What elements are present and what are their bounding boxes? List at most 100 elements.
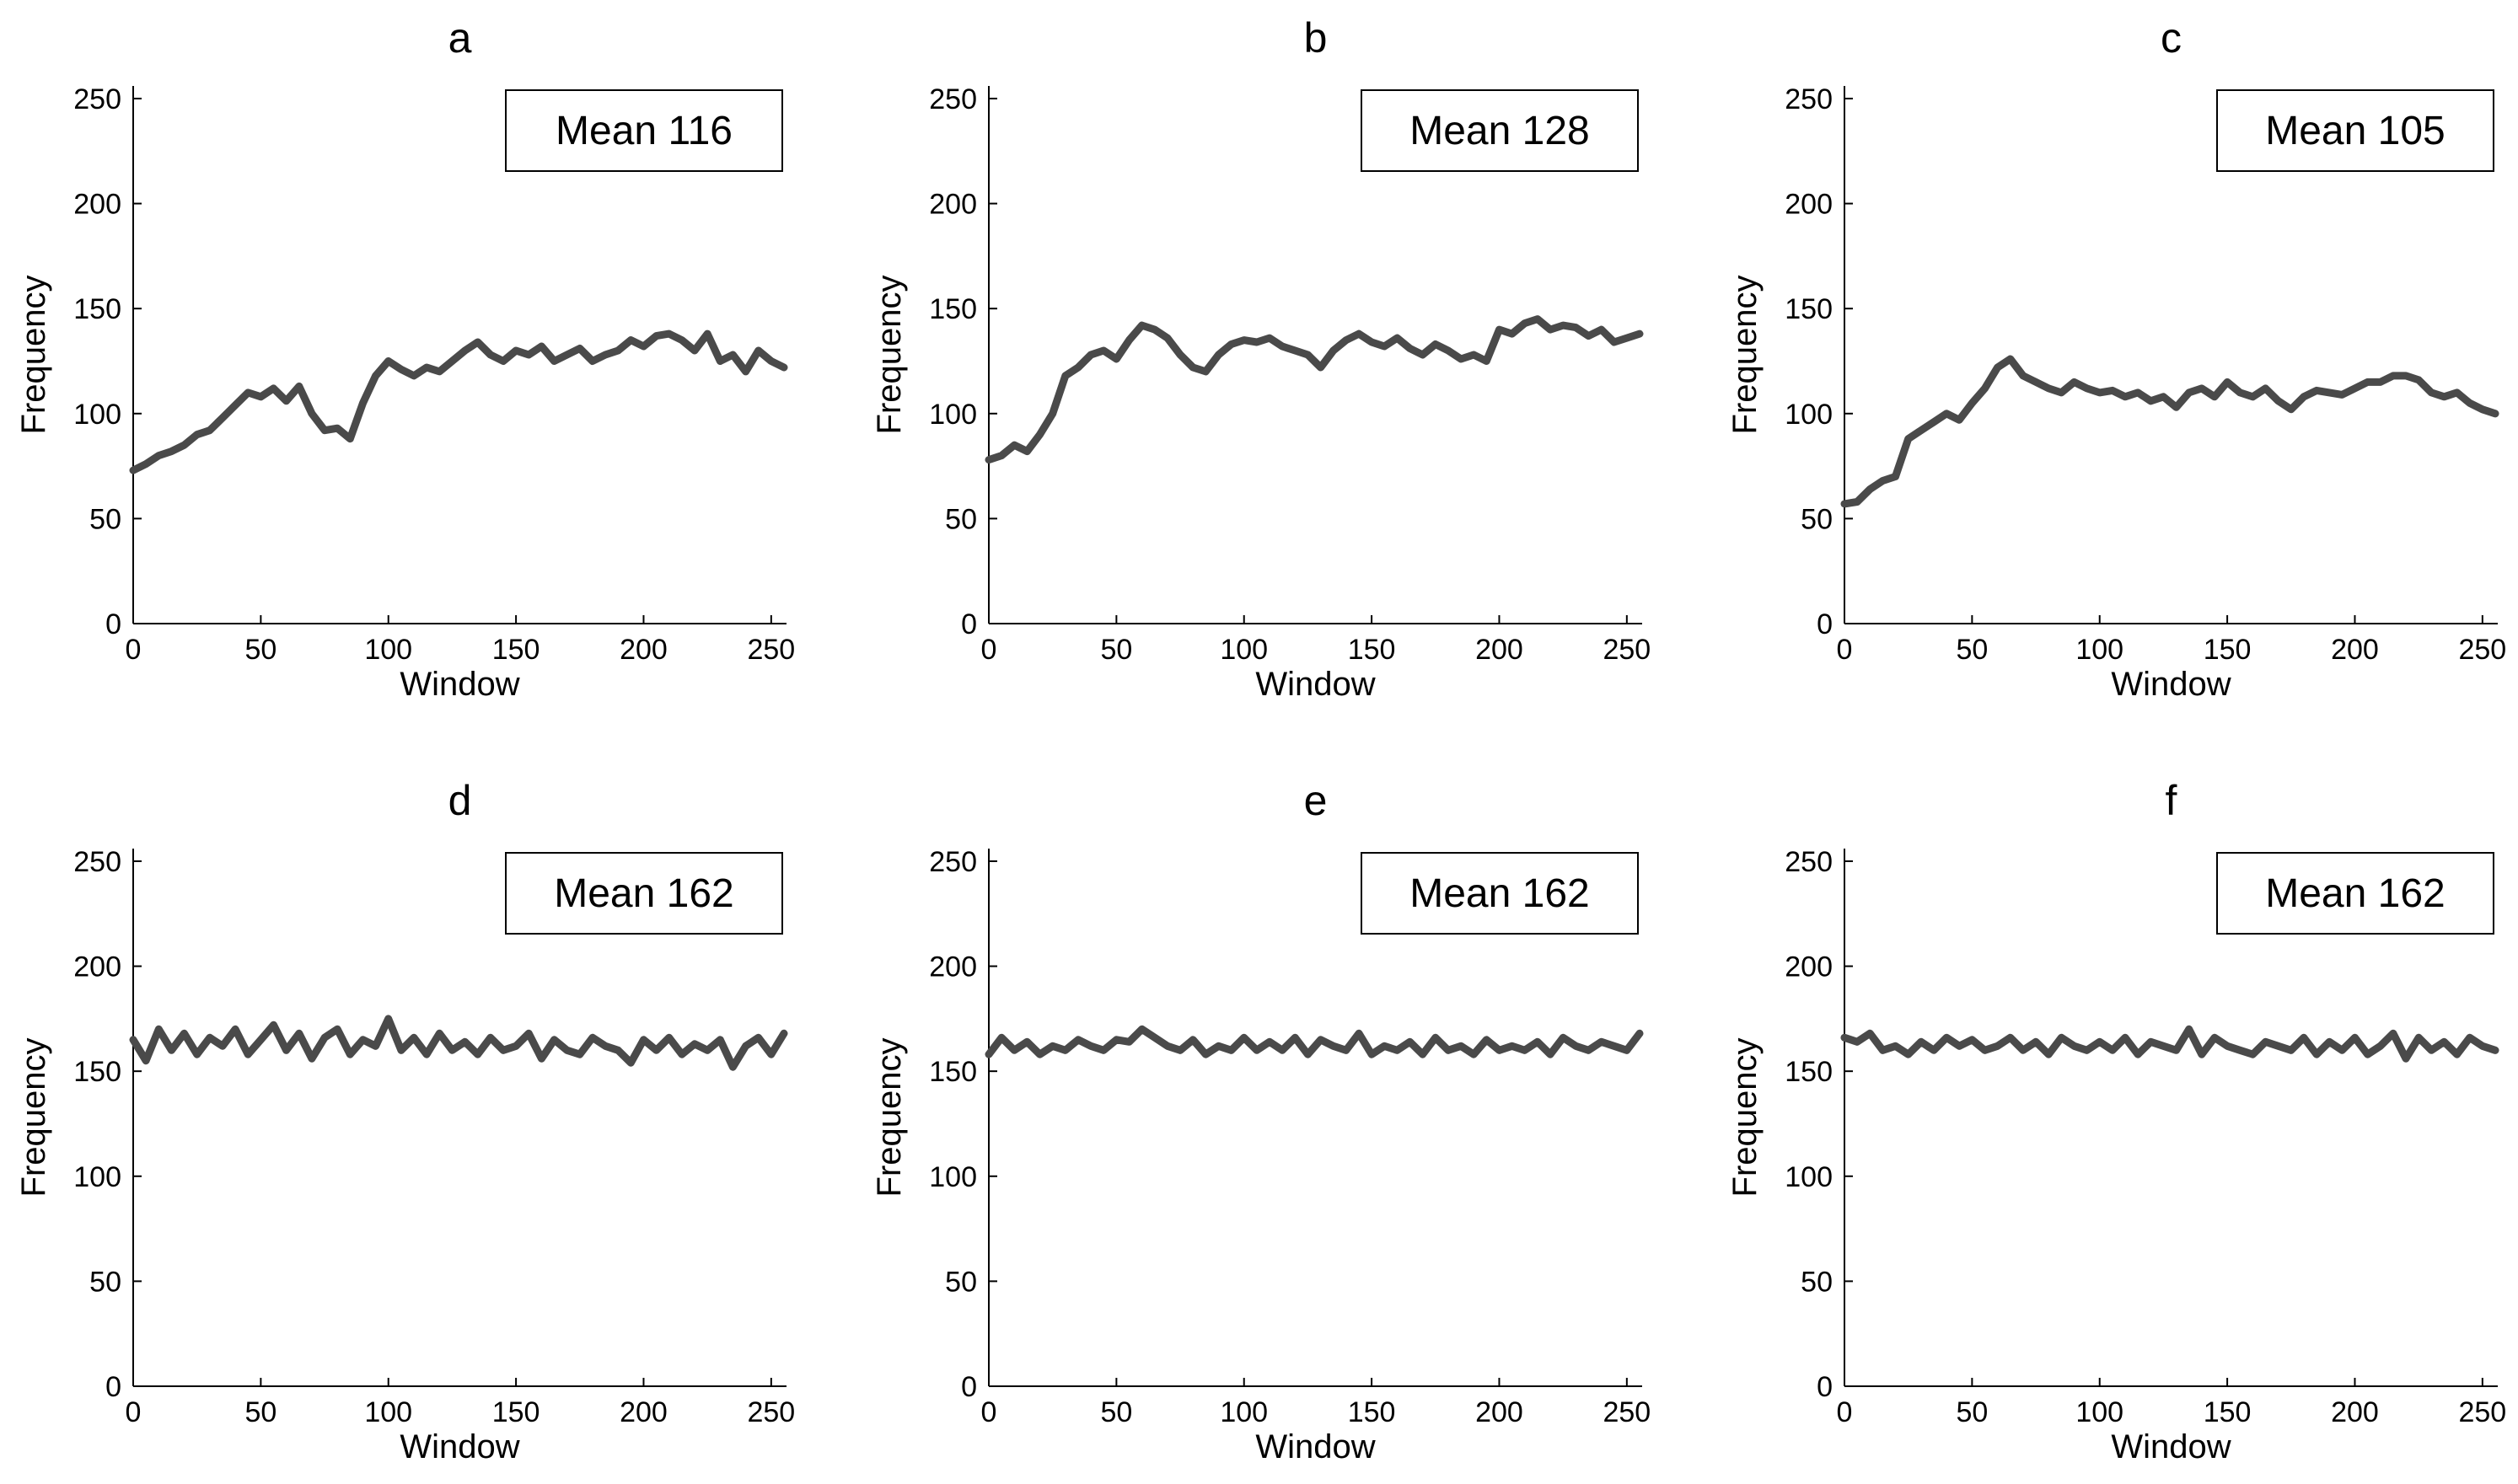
x-tick-label: 250 [747, 634, 795, 666]
x-tick-label: 50 [244, 634, 276, 666]
mean-legend-box [1361, 852, 1639, 935]
y-tick-label: 200 [929, 189, 977, 221]
y-axis-label: Frequency [871, 276, 908, 435]
x-tick-label: 0 [1837, 634, 1853, 666]
y-axis-label: Frequency [15, 1038, 52, 1197]
x-tick-label: 200 [2331, 1396, 2379, 1428]
x-tick-label: 0 [1837, 1396, 1853, 1428]
y-tick-label: 0 [1817, 608, 1833, 640]
chart-title: f [2166, 777, 2177, 824]
chart-title: b [1304, 14, 1328, 62]
y-tick-label: 100 [1785, 399, 1833, 431]
series-line [1840, 355, 2499, 508]
y-tick-label: 0 [961, 1371, 977, 1403]
chart-panel-d: d 0 50 100 150 200 250 0 50 100 150 200 250 Window Fre… [15, 777, 795, 1465]
y-tick-label: 250 [1785, 83, 1833, 115]
mean-legend-box [1361, 89, 1639, 172]
x-tick-label: 200 [1475, 1396, 1523, 1428]
x-tick-label: 250 [1603, 634, 1651, 666]
y-tick-label: 200 [929, 951, 977, 983]
y-tick-label: 150 [73, 293, 121, 325]
mean-legend-label: Mean 105 [2265, 109, 2446, 153]
y-tick-label: 250 [929, 83, 977, 115]
x-tick-label: 50 [1100, 634, 1132, 666]
y-tick-label: 50 [945, 1266, 977, 1298]
x-tick-label: 150 [2204, 634, 2252, 666]
x-tick-label: 150 [2204, 1396, 2252, 1428]
y-tick-label: 50 [89, 503, 121, 535]
x-tick-label: 200 [2331, 634, 2379, 666]
x-tick-label: 150 [1348, 634, 1396, 666]
mean-legend-box [505, 89, 783, 172]
chart-panel-b: b 0 50 100 150 200 250 0 50 100 150 200 250 Window Fre… [871, 14, 1651, 703]
y-tick-label: 200 [73, 951, 121, 983]
x-tick-label: 50 [244, 1396, 276, 1428]
chart-panel-e: e 0 50 100 150 200 250 0 50 100 150 200 250 Window Fre… [871, 777, 1651, 1465]
y-axis-label: Frequency [1726, 276, 1764, 435]
x-tick-label: 0 [126, 634, 142, 666]
y-tick-label: 50 [1801, 1266, 1833, 1298]
mean-legend-label: Mean 116 [556, 109, 733, 153]
x-tick-label: 150 [492, 1396, 540, 1428]
x-tick-label: 100 [364, 634, 412, 666]
x-tick-label: 100 [1220, 1396, 1268, 1428]
y-axis-label: Frequency [1726, 1038, 1764, 1197]
y-tick-label: 50 [1801, 503, 1833, 535]
x-tick-label: 200 [620, 634, 668, 666]
y-tick-label: 150 [1785, 293, 1833, 325]
y-tick-label: 200 [1785, 189, 1833, 221]
y-tick-label: 100 [929, 1161, 977, 1193]
chart-panel-c: c 0 50 100 150 200 250 0 50 100 150 200 250 Window Fre… [1726, 14, 2506, 703]
series-line [985, 315, 1644, 464]
mean-legend-box [2216, 89, 2494, 172]
y-tick-label: 0 [961, 608, 977, 640]
mean-legend-box [505, 852, 783, 935]
x-axis-label: Window [1255, 1428, 1375, 1465]
x-axis-label: Window [2111, 1428, 2231, 1465]
mean-legend-label: Mean 162 [554, 871, 734, 916]
x-axis-label: Window [400, 1428, 519, 1465]
x-tick-label: 50 [1956, 634, 1988, 666]
series-line [129, 329, 788, 474]
x-tick-label: 250 [2458, 634, 2506, 666]
y-tick-label: 150 [929, 293, 977, 325]
x-axis-label: Window [2111, 666, 2231, 703]
x-tick-label: 250 [747, 1396, 795, 1428]
mean-legend-box [2216, 852, 2494, 935]
x-tick-label: 150 [1348, 1396, 1396, 1428]
y-tick-label: 200 [1785, 951, 1833, 983]
x-tick-label: 100 [2075, 1396, 2123, 1428]
x-tick-label: 250 [2458, 1396, 2506, 1428]
y-tick-label: 200 [73, 189, 121, 221]
y-tick-label: 100 [929, 399, 977, 431]
chart-title: e [1304, 777, 1328, 824]
y-tick-label: 50 [945, 503, 977, 535]
x-tick-label: 100 [1220, 634, 1268, 666]
chart-title: d [448, 777, 472, 824]
y-tick-label: 0 [105, 608, 121, 640]
mean-legend-label: Mean 128 [1409, 109, 1590, 153]
series-line [129, 1015, 788, 1071]
x-tick-label: 50 [1100, 1396, 1132, 1428]
y-tick-label: 250 [73, 83, 121, 115]
x-tick-label: 200 [1475, 634, 1523, 666]
chart-title: c [2161, 14, 2182, 62]
y-tick-label: 100 [73, 399, 121, 431]
y-tick-label: 100 [73, 1161, 121, 1193]
y-tick-label: 50 [89, 1266, 121, 1298]
y-tick-label: 150 [929, 1056, 977, 1088]
x-tick-label: 0 [981, 1396, 997, 1428]
x-axis-label: Window [1255, 666, 1375, 703]
chart-panel-f: f 0 50 100 150 200 250 0 50 100 150 200 250 Window Fre… [1726, 777, 2506, 1465]
y-tick-label: 0 [1817, 1371, 1833, 1403]
x-tick-label: 0 [981, 634, 997, 666]
x-tick-label: 100 [364, 1396, 412, 1428]
mean-legend-label: Mean 162 [1409, 871, 1590, 916]
y-tick-label: 150 [73, 1056, 121, 1088]
y-axis-label: Frequency [871, 1038, 908, 1197]
y-tick-label: 250 [73, 846, 121, 878]
x-tick-label: 0 [126, 1396, 142, 1428]
chart-title: a [448, 14, 472, 62]
y-tick-label: 250 [1785, 846, 1833, 878]
